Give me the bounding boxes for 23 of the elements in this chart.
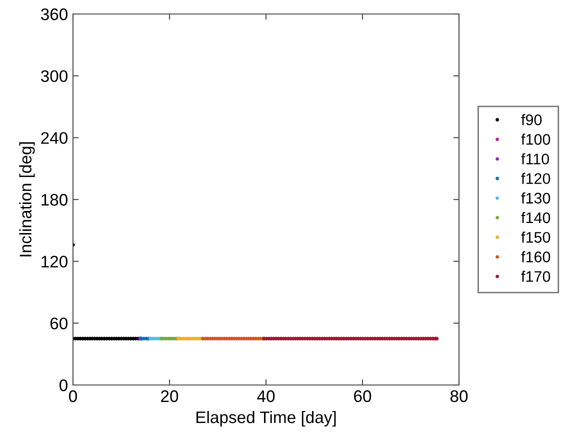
y-axis-title: Inclination [deg] xyxy=(19,142,35,256)
x-tick-label: 80 xyxy=(450,390,468,402)
x-axis-title: Elapsed Time [day] xyxy=(196,410,336,426)
x-tick-label: 0 xyxy=(69,390,77,402)
y-tick-label: 240 xyxy=(41,132,68,144)
y-tick-label: 360 xyxy=(40,8,68,20)
legend-label: f110 xyxy=(521,153,550,164)
legend-label: f170 xyxy=(521,270,550,282)
legend-label: f120 xyxy=(521,172,550,184)
y-tick-label: 180 xyxy=(42,194,68,206)
y-tick-label: 60 xyxy=(50,318,68,330)
legend-label: f140 xyxy=(521,212,550,224)
legend-label: f160 xyxy=(521,251,550,262)
y-tick-label: 0 xyxy=(60,379,68,392)
legend-label: f100 xyxy=(521,134,550,145)
x-tick-label: 60 xyxy=(354,390,372,402)
x-tick-label: 40 xyxy=(257,390,275,402)
legend-label: f90 xyxy=(521,114,542,126)
legend-label: f150 xyxy=(521,232,550,243)
legend-label: f130 xyxy=(521,192,550,204)
y-tick-label: 120 xyxy=(42,256,68,268)
x-tick-label: 20 xyxy=(161,390,178,402)
y-tick-label: 300 xyxy=(40,70,68,82)
